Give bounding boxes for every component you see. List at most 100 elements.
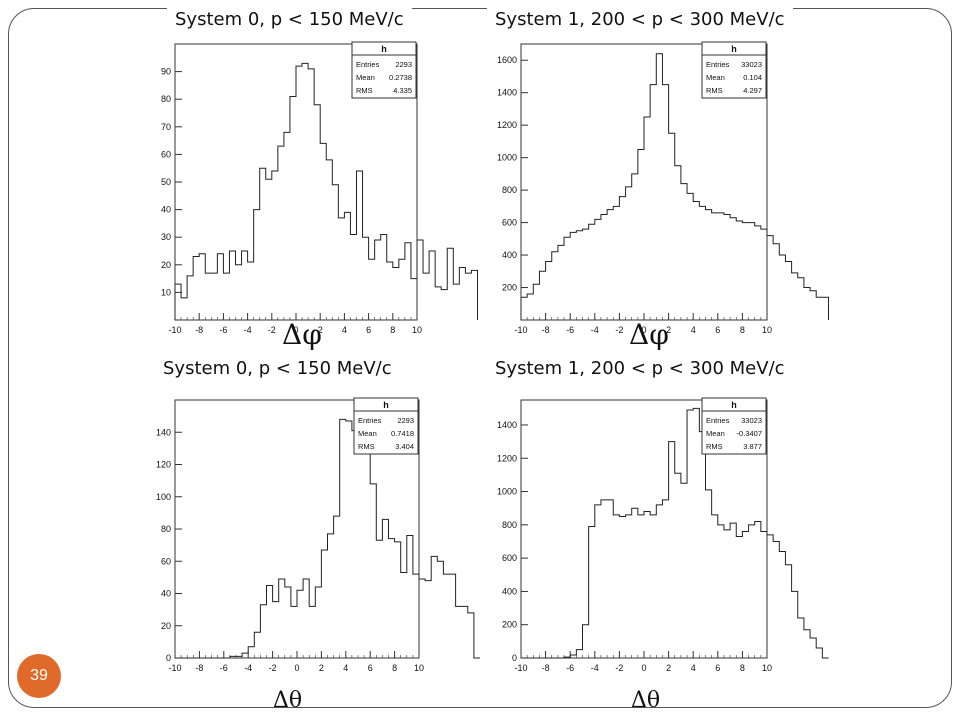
y-tick-label: 400 — [502, 250, 517, 260]
histogram-series — [520, 53, 829, 320]
histogram-bin — [248, 262, 254, 320]
stats-box-key: Entries — [706, 60, 730, 69]
histogram-chart-dtheta-system0: -10 -8 -6 -4 -2 0 2 4 6 8 10020406080100120140hEnt… — [156, 397, 480, 673]
histogram-bin — [363, 237, 369, 320]
stats-box-title: h — [731, 400, 737, 410]
histogram-bin — [175, 284, 181, 320]
histogram-series — [174, 62, 478, 320]
histogram-bin — [382, 519, 388, 658]
histogram-bin — [456, 606, 462, 658]
x-tick-label: -10 — [514, 325, 527, 335]
y-tick-label: 60 — [161, 149, 171, 159]
stats-box-key: RMS — [706, 442, 723, 451]
histogram-bin — [357, 171, 363, 320]
x-tick-label: -2 — [615, 325, 623, 335]
histogram-bin — [570, 232, 576, 320]
histogram-bin — [589, 224, 595, 320]
stats-box-value: 4.335 — [393, 86, 412, 95]
x-tick-label: 6 — [368, 663, 373, 673]
histogram-bin — [662, 500, 668, 658]
histogram-bin — [583, 229, 589, 320]
histogram-bin — [435, 287, 441, 320]
histogram-bin — [576, 231, 582, 320]
chart-title-top-right: System 1, 200 < p < 300 MeV/c — [487, 8, 793, 32]
histogram-bin — [387, 262, 393, 320]
histogram-bin — [181, 298, 187, 320]
y-tick-label: 1000 — [497, 153, 517, 163]
x-tick-label: 4 — [691, 325, 696, 335]
histogram-bin — [589, 527, 595, 658]
x-tick-label: 8 — [392, 663, 397, 673]
stats-box-key: Entries — [358, 416, 382, 425]
stats-box-value: -0.3407 — [737, 429, 762, 438]
histogram-bin — [785, 565, 791, 658]
x-tick-label: -4 — [244, 663, 252, 673]
histogram-bin — [613, 206, 619, 320]
histogram-bin — [773, 244, 779, 320]
histogram-bin — [358, 435, 364, 658]
histogram-chart-dtheta-system1: -10 -8 -6 -4 -2 0 2 4 6 8 10 0 200 400 600 800 1000 1200 1… — [497, 397, 829, 673]
histogram-bin — [669, 133, 675, 320]
histogram-bin — [736, 536, 742, 658]
histogram-bin — [632, 174, 638, 320]
stats-box-value: 0.104 — [743, 73, 762, 82]
y-tick-label: 140 — [156, 427, 171, 437]
histogram-bin — [681, 184, 687, 320]
histogram-bin — [706, 210, 712, 320]
histogram-bin — [340, 419, 346, 658]
histogram-bin — [767, 236, 773, 320]
y-tick-label: 600 — [502, 218, 517, 228]
histogram-bin — [338, 218, 344, 320]
histogram-bin — [724, 530, 730, 658]
histogram-bin — [254, 210, 260, 320]
histogram-bin — [248, 647, 254, 658]
histogram-bin — [730, 523, 736, 658]
histogram-bin — [302, 63, 308, 320]
histogram-bin — [601, 500, 607, 658]
histogram-bin — [675, 166, 681, 320]
histogram-bin — [411, 279, 417, 320]
histogram-bin — [712, 515, 718, 658]
histogram-bin — [344, 212, 350, 320]
histogram-bin — [527, 294, 533, 320]
histogram-bin — [533, 284, 539, 320]
histogram-bin — [346, 421, 352, 658]
histogram-bin — [260, 168, 266, 320]
stats-box-title: h — [383, 400, 389, 410]
y-tick-label: 80 — [161, 94, 171, 104]
histogram-bin — [278, 146, 284, 320]
histogram-bin — [230, 656, 236, 658]
histogram-bin — [656, 54, 662, 320]
histogram-bin — [804, 630, 810, 658]
histogram-bin — [558, 245, 564, 320]
histogram-bin — [453, 284, 459, 320]
x-tick-label: -10 — [168, 325, 181, 335]
histogram-bin — [381, 234, 387, 320]
x-tick-label: 0 — [293, 325, 298, 335]
histogram-bin — [267, 585, 273, 658]
histogram-bin — [417, 240, 423, 320]
histogram-bin — [407, 535, 413, 658]
histogram-bin — [822, 297, 828, 320]
x-tick-label: -6 — [566, 325, 574, 335]
histogram-bin — [229, 251, 235, 320]
x-tick-label: 8 — [740, 325, 745, 335]
histogram-bin — [687, 193, 693, 320]
histogram-bin — [320, 143, 326, 320]
histogram-bin — [644, 512, 650, 658]
y-tick-label: 1400 — [497, 88, 517, 98]
stats-box-value: 33023 — [741, 60, 762, 69]
histogram-bin — [199, 254, 205, 320]
histogram-bin — [266, 179, 272, 320]
stats-box-value: 4.297 — [743, 86, 762, 95]
histogram-bin — [632, 508, 638, 658]
histogram-bin — [681, 483, 687, 658]
x-tick-label: -2 — [269, 663, 277, 673]
histogram-bin — [761, 229, 767, 320]
histogram-bin — [419, 579, 425, 658]
histogram-bin — [447, 248, 453, 320]
x-tick-label: -2 — [268, 325, 276, 335]
histogram-bin — [242, 653, 248, 658]
histogram-bin — [650, 515, 656, 658]
histogram-bin — [279, 579, 285, 658]
